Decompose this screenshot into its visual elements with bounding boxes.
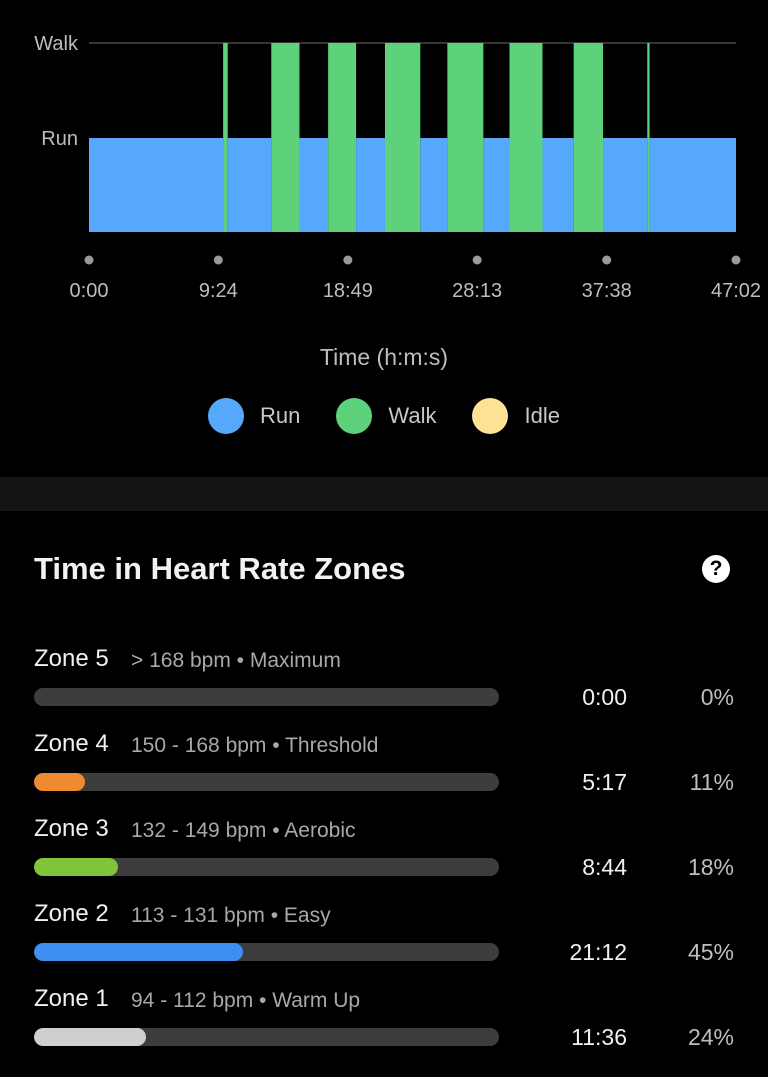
zone-progress-track: [34, 858, 499, 876]
legend-dot-run: [208, 398, 245, 434]
heart-rate-zones-section: Time in Heart Rate Zones ? Zone 5 > 168 …: [0, 511, 768, 1077]
x-axis-title: Time (h:m:s): [319, 344, 449, 370]
zone-percentage: 0%: [700, 684, 734, 710]
segment-run-12: [542, 138, 574, 232]
zone-row-1: Zone 1 94 - 112 bpm • Warm Up 11:36 24%: [0, 985, 768, 1070]
zone-progress-fill: [34, 1028, 146, 1046]
x-tick-dot: [472, 255, 482, 265]
segment-walk-11: [509, 43, 543, 232]
section-divider: [0, 477, 768, 511]
zone-row-4: Zone 4 150 - 168 bpm • Threshold 5:17 11…: [0, 730, 768, 815]
zone-percentage: 24%: [687, 1024, 734, 1050]
legend-item-idle[interactable]: Idle: [472, 398, 560, 434]
zone-row-5: Zone 5 > 168 bpm • Maximum 0:00 0%: [0, 645, 768, 730]
x-tick-label: 47:02: [711, 280, 761, 302]
segment-run-4: [299, 138, 329, 232]
zone-percentage: 11%: [689, 769, 734, 795]
chart-legend: Run Walk Idle: [0, 398, 768, 434]
zone-range: 94 - 112 bpm • Warm Up: [131, 989, 361, 1012]
legend-label-run: Run: [260, 403, 301, 428]
y-tick-label-walk: Walk: [34, 33, 79, 55]
x-tick-dot: [84, 255, 94, 265]
zone-time: 8:44: [582, 854, 627, 880]
legend-item-walk[interactable]: Walk: [336, 398, 436, 434]
segment-walk-3: [271, 43, 300, 232]
zone-time: 5:17: [582, 769, 627, 795]
legend-item-run[interactable]: Run: [208, 398, 300, 434]
zone-row-2: Zone 2 113 - 131 bpm • Easy 21:12 45%: [0, 900, 768, 985]
y-tick-label-run: Run: [41, 128, 78, 150]
zone-name: Zone 5: [34, 645, 109, 672]
zone-progress-track: [34, 1028, 499, 1046]
help-icon[interactable]: ?: [702, 555, 730, 583]
zone-percentage: 45%: [687, 939, 734, 965]
segment-walk-5: [328, 43, 357, 232]
legend-dot-idle: [472, 398, 509, 434]
segment-walk-15: [647, 43, 650, 232]
segment-walk-9: [447, 43, 484, 232]
activity-timeline-chart: Run Walk 0:00 9:24 18:49 28:13 37:38 47:02: [34, 33, 761, 302]
segment-run-0: [89, 138, 224, 232]
zone-progress-fill: [34, 858, 118, 876]
zone-name: Zone 1: [34, 985, 109, 1012]
x-tick-label: 0:00: [70, 280, 109, 302]
x-tick-dot: [343, 255, 353, 265]
segment-walk-7: [384, 43, 421, 232]
segment-walk-1: [223, 43, 228, 232]
zone-range: 132 - 149 bpm • Aerobic: [131, 819, 356, 842]
x-tick-label: 37:38: [582, 280, 632, 302]
zone-progress-track: [34, 688, 499, 706]
zone-range: > 168 bpm • Maximum: [131, 649, 341, 672]
segment-run-6: [356, 138, 385, 232]
zone-time: 11:36: [571, 1024, 627, 1050]
zone-name: Zone 4: [34, 730, 109, 757]
segment-run-8: [420, 138, 448, 232]
segment-walk-13: [573, 43, 604, 232]
segment-run-14: [603, 138, 648, 232]
zone-progress-track: [34, 943, 499, 961]
zone-name: Zone 3: [34, 815, 109, 842]
zone-time: 21:12: [569, 939, 627, 965]
zone-time: 0:00: [582, 684, 627, 710]
zone-row-3: Zone 3 132 - 149 bpm • Aerobic 8:44 18%: [0, 815, 768, 900]
zone-range: 113 - 131 bpm • Easy: [131, 904, 331, 927]
activity-timeline-chart-section: Run Walk 0:00 9:24 18:49 28:13 37:38 47:02 Time…: [0, 0, 768, 477]
x-tick-dot: [602, 255, 612, 265]
legend-label-walk: Walk: [388, 403, 437, 428]
zone-progress-track: [34, 773, 499, 791]
segment-run-10: [483, 138, 510, 232]
zone-progress-fill: [34, 943, 244, 961]
segment-run-2: [227, 138, 272, 232]
zone-progress-fill: [34, 773, 86, 791]
x-tick-dot: [213, 255, 223, 265]
zone-range: 150 - 168 bpm • Threshold: [131, 734, 379, 757]
zone-name: Zone 2: [34, 900, 109, 927]
zone-percentage: 18%: [687, 854, 734, 880]
segment-run-16: [649, 138, 736, 232]
x-tick-label: 18:49: [323, 280, 373, 302]
x-tick-label: 28:13: [452, 280, 502, 302]
x-tick-dot: [731, 255, 741, 265]
section-title: Time in Heart Rate Zones: [34, 551, 406, 586]
legend-dot-walk: [336, 398, 373, 434]
x-tick-label: 9:24: [199, 280, 238, 302]
legend-label-idle: Idle: [524, 403, 560, 428]
